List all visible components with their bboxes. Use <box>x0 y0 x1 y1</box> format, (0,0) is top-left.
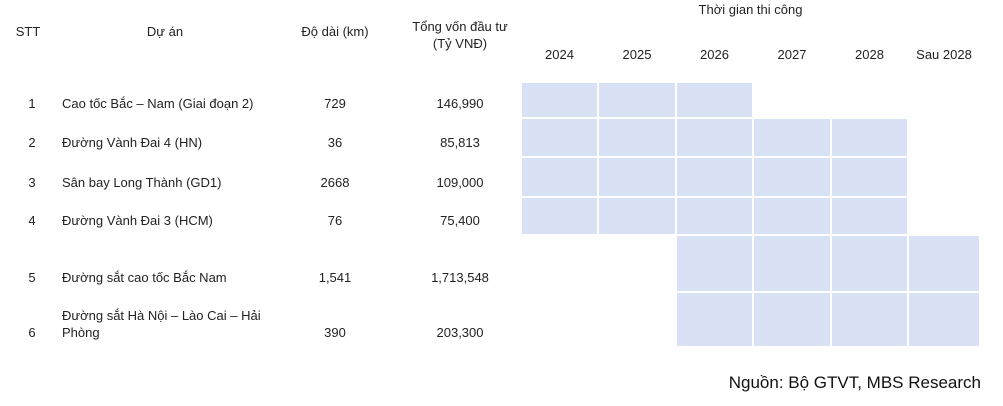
timeline-cell <box>598 118 676 157</box>
stt: 1 <box>28 96 36 111</box>
timeline-cell <box>598 197 676 235</box>
header-length: Độ dài (km) <box>301 24 369 39</box>
cell-length: 36 <box>285 118 385 151</box>
cell-length: 729 <box>285 82 385 112</box>
header-project: Dự án <box>146 24 184 39</box>
stt: 5 <box>28 270 36 285</box>
length: 76 <box>327 213 343 228</box>
year-header: 2024 <box>545 47 574 62</box>
cell-project: Đường sắt cao tốc Bắc Nam <box>62 235 267 286</box>
timeline-cell <box>598 82 676 118</box>
timeline-cell <box>831 292 908 347</box>
cell-project: Đường sắt Hà Nội – Lào Cai – Hải Phòng <box>62 292 267 341</box>
timeline-cell <box>521 157 598 197</box>
project: Đường sắt Hà Nội – Lào Cai – Hải Phòng <box>62 308 261 340</box>
year-header: Sau 2028 <box>916 47 972 62</box>
year-header: 2028 <box>855 47 884 62</box>
capital: 203,300 <box>436 325 484 340</box>
project: Đường Vành Đai 4 (HN) <box>62 135 203 150</box>
header-timeline: Thời gian thi công <box>698 2 803 17</box>
timeline-cell <box>676 118 753 157</box>
timeline-cell <box>676 197 753 235</box>
header-capital: Tổng vốn đầu tư (Tỷ VNĐ) <box>412 19 508 51</box>
timeline-cell <box>676 82 753 118</box>
stt: 3 <box>28 175 36 190</box>
header-stt: STT <box>15 24 41 39</box>
timeline-cell <box>521 118 598 157</box>
cell-project: Sân bay Long Thành (GD1) <box>62 157 267 191</box>
timeline-cell <box>753 197 831 235</box>
length: 2668 <box>320 175 350 190</box>
timeline-cell <box>831 197 908 235</box>
cell-stt: 4 <box>22 197 42 229</box>
cell-capital: 109,000 <box>410 157 510 191</box>
timeline-cell <box>753 292 831 347</box>
cell-length: 1,541 <box>285 235 385 286</box>
cell-project: Đường Vành Đai 4 (HN) <box>62 118 267 151</box>
cell-length: 2668 <box>285 157 385 191</box>
timeline-cell <box>598 157 676 197</box>
project: Đường Vành Đai 3 (HCM) <box>62 213 213 228</box>
timeline-cell <box>521 82 598 118</box>
timeline-cell <box>753 118 831 157</box>
project: Cao tốc Bắc – Nam (Giai đoạn 2) <box>62 96 254 111</box>
timeline-cell <box>831 118 908 157</box>
length: 729 <box>324 96 346 111</box>
capital: 85,813 <box>440 135 480 150</box>
timeline-cell <box>753 235 831 292</box>
project: Đường sắt cao tốc Bắc Nam <box>62 270 227 285</box>
project: Sân bay Long Thành (GD1) <box>62 175 222 190</box>
capital: 109,000 <box>436 175 484 190</box>
capital: 146,990 <box>436 96 484 111</box>
capital: 75,400 <box>440 213 480 228</box>
length: 1,541 <box>318 270 352 285</box>
length: 390 <box>324 325 346 340</box>
length: 36 <box>327 135 343 150</box>
cell-capital: 146,990 <box>410 82 510 112</box>
cell-capital: 85,813 <box>410 118 510 151</box>
cell-stt: 2 <box>22 118 42 151</box>
timeline-cell <box>676 235 753 292</box>
cell-stt: 6 <box>22 292 42 341</box>
timeline-cell <box>676 292 753 347</box>
cell-capital: 1,713,548 <box>410 235 510 286</box>
stt: 4 <box>28 213 36 228</box>
year-header: 2027 <box>777 47 807 62</box>
cell-length: 390 <box>285 292 385 341</box>
cell-project: Đường Vành Đai 3 (HCM) <box>62 197 267 229</box>
cell-stt: 1 <box>22 82 42 112</box>
cell-project: Cao tốc Bắc – Nam (Giai đoạn 2) <box>62 82 267 112</box>
year-header: 2026 <box>700 47 729 62</box>
stt: 6 <box>28 325 36 340</box>
capital: 1,713,548 <box>431 270 489 285</box>
timeline-cell <box>908 292 980 347</box>
cell-capital: 203,300 <box>410 292 510 341</box>
cell-length: 76 <box>285 197 385 229</box>
year-header: 2025 <box>622 47 652 62</box>
timeline-cell <box>831 157 908 197</box>
timeline-cell <box>831 235 908 292</box>
cell-stt: 5 <box>22 235 42 286</box>
timeline-cell <box>521 197 598 235</box>
source: Nguồn: Bộ GTVT, MBS Research <box>728 373 981 392</box>
cell-stt: 3 <box>22 157 42 191</box>
cell-capital: 75,400 <box>410 197 510 229</box>
timeline-cell <box>676 157 753 197</box>
timeline-cell <box>908 235 980 292</box>
timeline-cell <box>753 157 831 197</box>
stt: 2 <box>28 135 36 150</box>
